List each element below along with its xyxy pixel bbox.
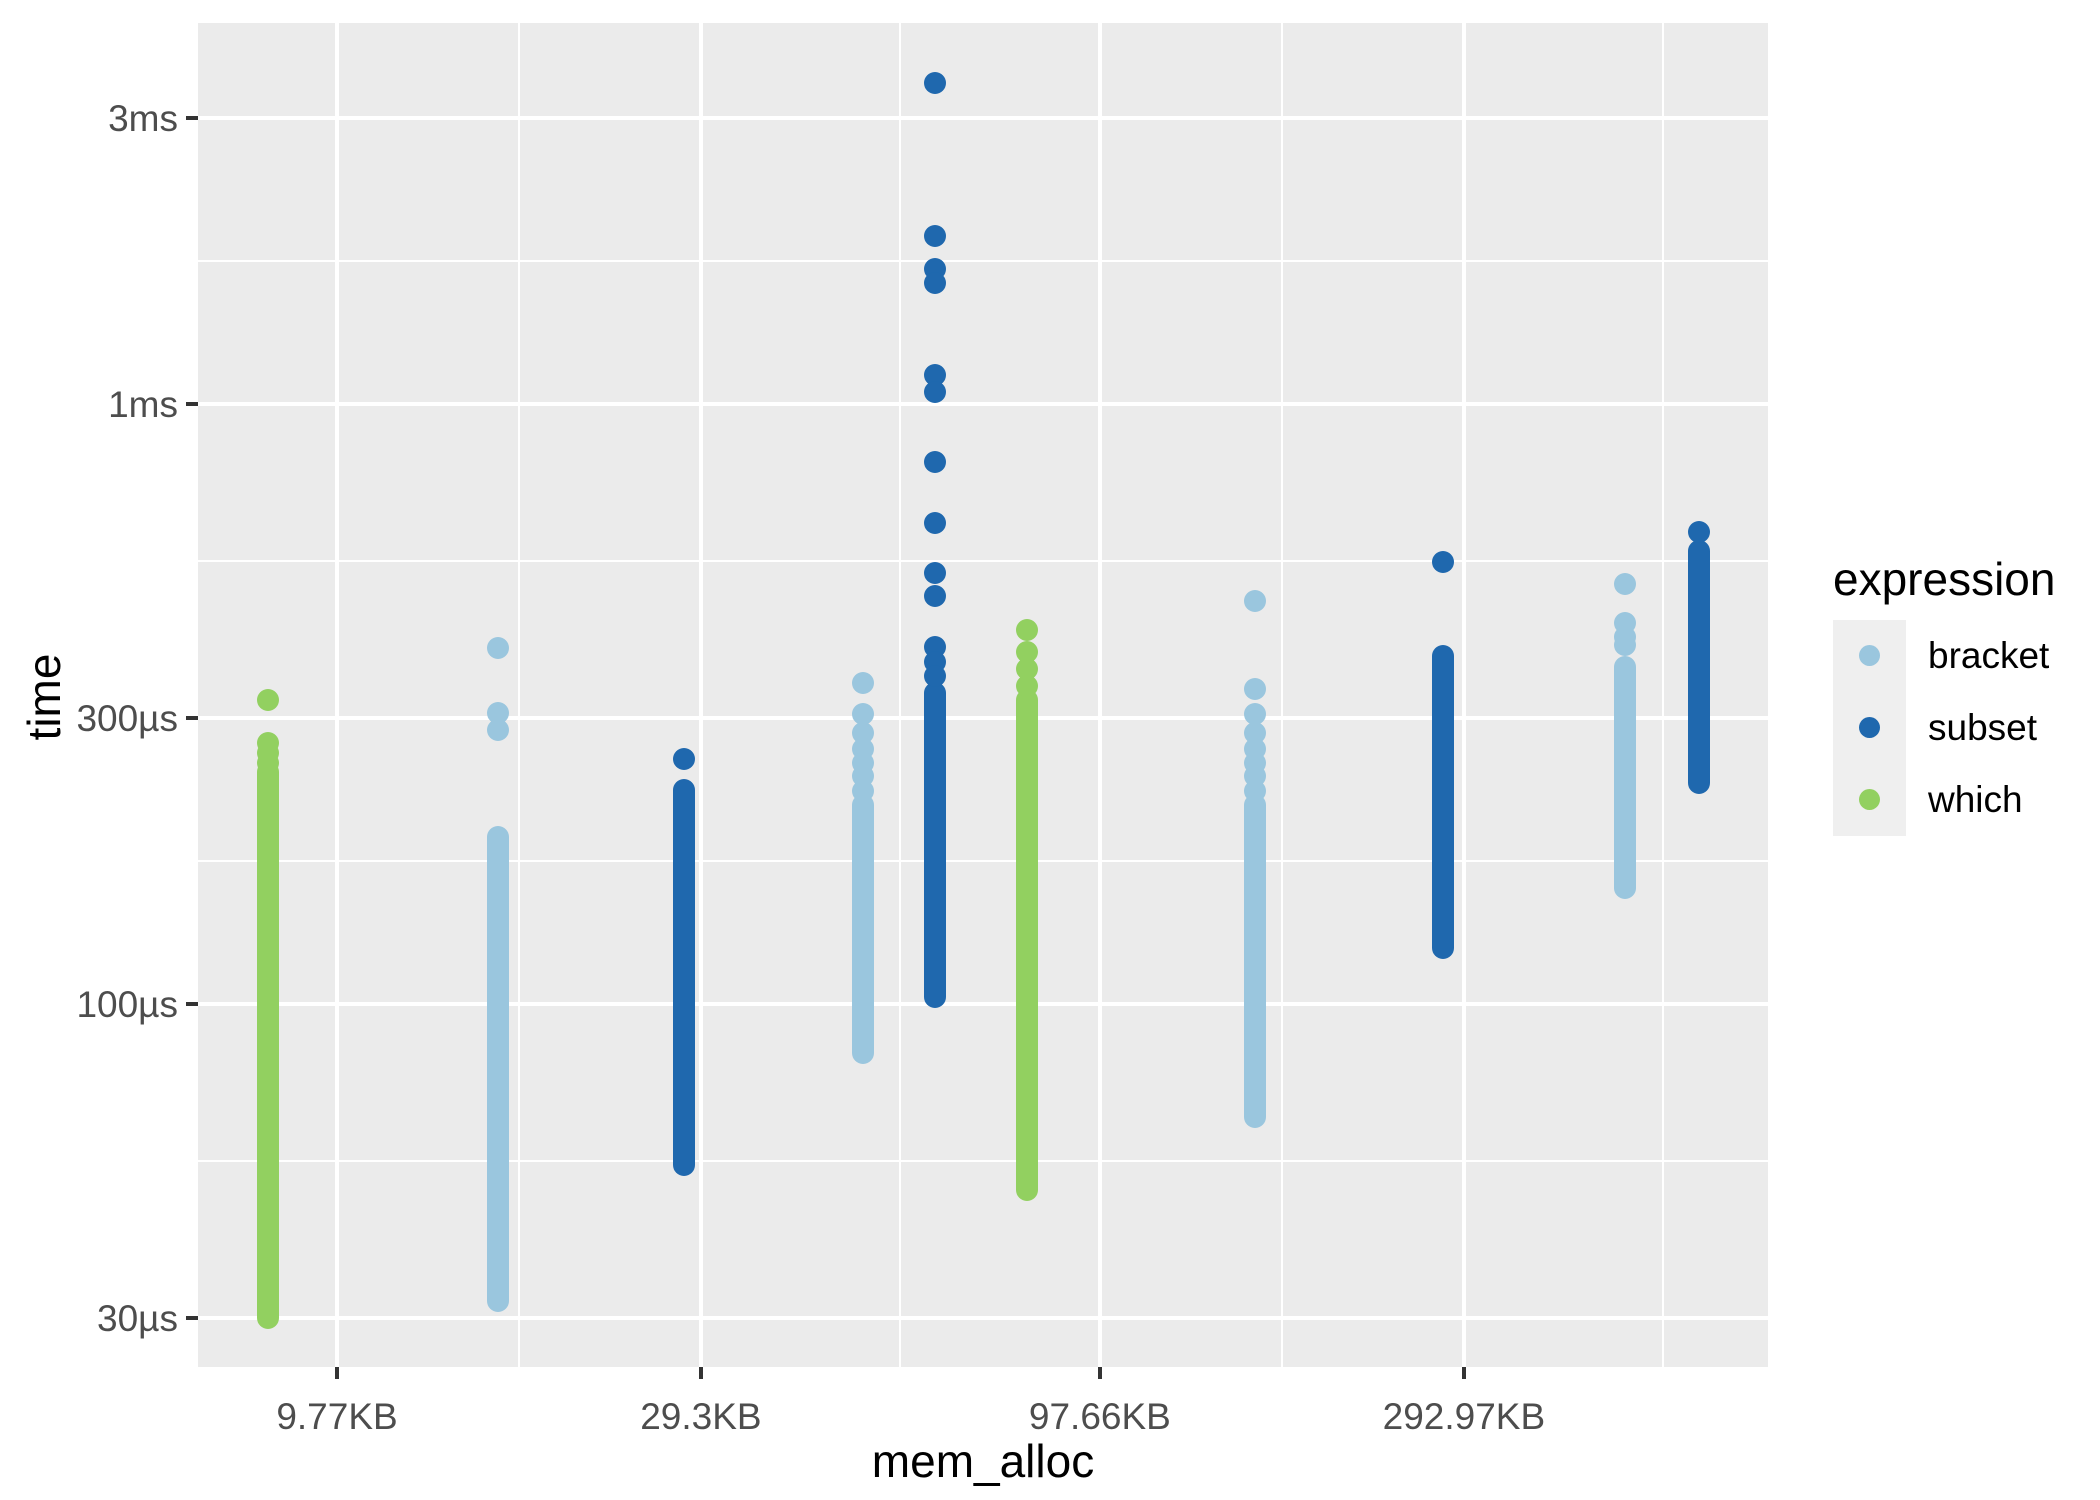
data-point-subset <box>923 584 946 607</box>
plot-panel <box>198 23 1768 1367</box>
x-axis-title: mem_alloc <box>871 1435 1095 1487</box>
x-minor-gridline <box>517 23 520 1367</box>
legend-label-which: which <box>1928 779 2023 820</box>
y-axis-tick <box>186 716 198 720</box>
data-point-bracket <box>487 719 510 742</box>
x-major-gridline <box>1461 23 1466 1367</box>
data-point-bracket <box>487 636 510 659</box>
y-major-gridline <box>198 716 1768 720</box>
data-point-bracket <box>1244 590 1267 612</box>
data-strip-bracket <box>852 793 875 1064</box>
data-strip-bracket <box>487 826 510 1313</box>
data-point-subset <box>1687 521 1710 544</box>
data-point-which <box>1015 675 1038 698</box>
y-major-gridline <box>198 116 1768 120</box>
legend-title: expression <box>1833 553 2056 605</box>
y-minor-gridline <box>198 1160 1768 1163</box>
data-point-bracket <box>852 702 875 725</box>
x-major-gridline <box>335 23 339 1367</box>
legend-dot-bracket-icon <box>1859 645 1880 666</box>
data-point-which <box>1015 619 1038 642</box>
data-point-which <box>256 752 279 775</box>
y-major-gridline <box>198 1316 1768 1320</box>
data-strip-subset <box>672 778 695 1176</box>
legend-key-bracket <box>1833 620 1906 692</box>
x-minor-gridline <box>1280 23 1283 1367</box>
y-tick-label: 3ms <box>108 98 178 139</box>
legend-label-subset: subset <box>1928 707 2038 748</box>
y-minor-gridline <box>198 260 1768 263</box>
data-strip-bracket <box>1244 793 1267 1128</box>
data-point-subset <box>923 72 946 95</box>
x-minor-gridline <box>899 23 902 1367</box>
data-point-subset <box>923 561 946 584</box>
data-point-bracket <box>1244 779 1267 802</box>
data-point-which <box>1015 640 1038 663</box>
data-point-subset <box>672 748 695 771</box>
data-point-subset <box>923 363 946 386</box>
legend-dot-subset-icon <box>1859 717 1880 738</box>
data-point-bracket <box>1613 633 1636 656</box>
x-axis-tick <box>1461 1367 1466 1379</box>
data-point-which <box>1015 658 1038 681</box>
data-point-subset <box>1431 551 1454 574</box>
x-axis-tick <box>698 1367 703 1379</box>
y-axis-tick <box>186 1002 198 1007</box>
x-tick-label: 9.77KB <box>276 1396 398 1437</box>
x-tick-label: 97.66KB <box>1028 1396 1171 1437</box>
data-strip-subset <box>923 682 946 1008</box>
y-axis-tick <box>186 402 198 407</box>
x-axis-tick <box>1097 1367 1102 1379</box>
data-point-subset <box>923 224 946 247</box>
x-tick-label: 292.97KB <box>1382 1396 1546 1437</box>
legend-dot-which-icon <box>1859 789 1880 810</box>
data-point-which <box>256 689 279 712</box>
data-point-bracket <box>852 779 875 802</box>
x-major-gridline <box>698 23 703 1367</box>
data-point-subset <box>923 665 946 688</box>
y-tick-label: 1ms <box>108 384 178 426</box>
data-point-subset <box>923 380 946 403</box>
data-strip-which <box>1015 689 1038 1202</box>
data-point-bracket <box>1244 702 1267 725</box>
y-tick-label: 30µs <box>97 1298 178 1339</box>
y-axis-tick <box>186 1316 198 1320</box>
y-axis-tick <box>186 116 198 120</box>
data-strip-which <box>256 760 279 1329</box>
x-axis-tick <box>335 1367 339 1379</box>
x-minor-gridline <box>1662 23 1665 1367</box>
y-tick-label: 300µs <box>76 698 178 739</box>
data-point-subset <box>923 272 946 295</box>
data-strip-bracket <box>1613 655 1636 900</box>
y-major-gridline <box>198 1002 1768 1007</box>
legend-key-which <box>1833 764 1906 836</box>
data-point-bracket <box>852 672 875 695</box>
legend-label-bracket: bracket <box>1928 635 2050 676</box>
y-tick-label: 100µs <box>76 984 178 1026</box>
data-strip-subset <box>1687 539 1710 794</box>
data-point-bracket <box>487 701 510 724</box>
legend-key-subset <box>1833 692 1906 764</box>
data-point-subset <box>923 451 946 474</box>
data-point-bracket <box>1244 678 1267 701</box>
y-minor-gridline <box>198 560 1768 563</box>
x-tick-label: 29.3KB <box>640 1396 762 1437</box>
data-point-bracket <box>1613 572 1636 595</box>
y-axis-title: time <box>18 653 70 741</box>
data-strip-subset <box>1431 644 1454 960</box>
x-major-gridline <box>1097 23 1102 1367</box>
y-major-gridline <box>198 402 1768 407</box>
y-minor-gridline <box>198 860 1768 863</box>
data-point-subset <box>923 512 946 535</box>
